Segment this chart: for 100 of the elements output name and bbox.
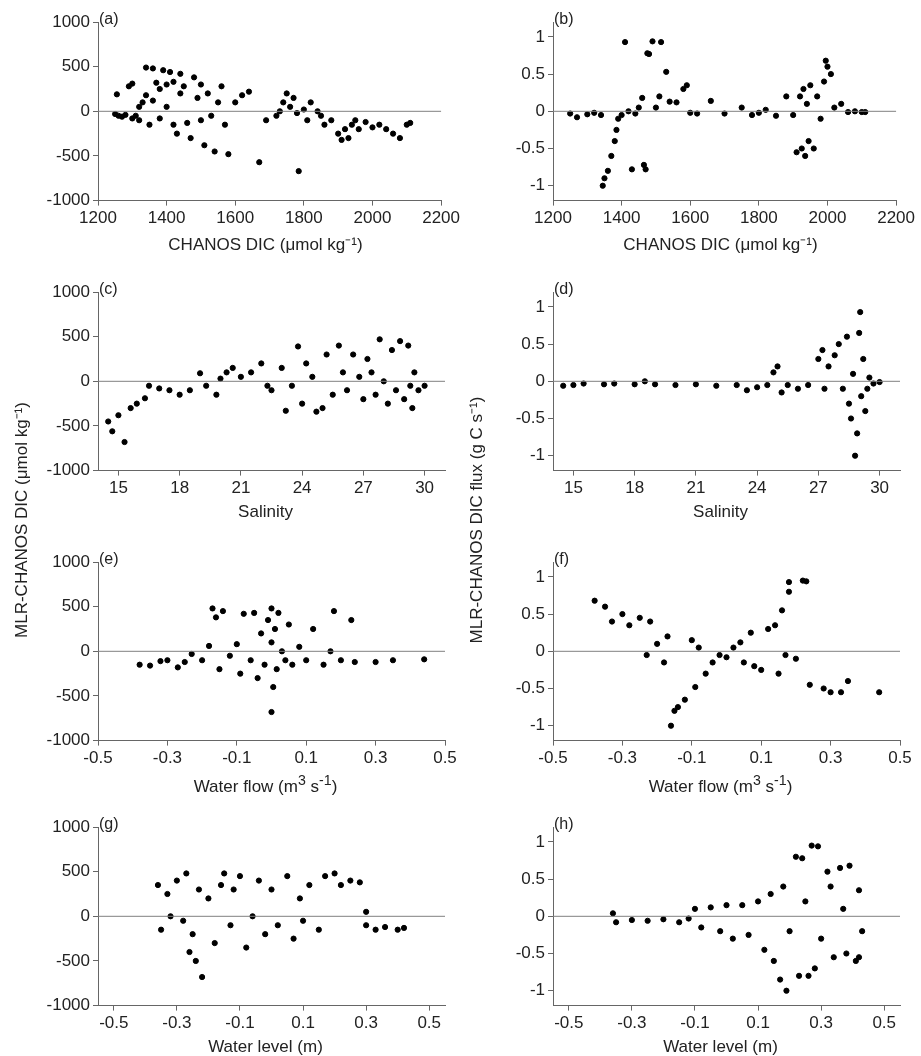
y-tick-label: 1000 <box>52 551 90 571</box>
x-tick-label: 0.1 <box>746 1013 770 1033</box>
y-tick-label: 0 <box>80 905 90 925</box>
x-tick-label: 1600 <box>216 208 255 228</box>
x-tick-label: 15 <box>563 478 583 498</box>
annotation: (h) <box>554 815 574 833</box>
y-tick-label: 0.5 <box>521 603 545 623</box>
x-tick-label: 27 <box>808 478 828 498</box>
x-tick-label: 1800 <box>284 208 323 228</box>
x-tick-label: 27 <box>353 478 373 498</box>
x-axis-title: Water flow (m$^{3}$ s$^{-1}$) <box>192 772 339 797</box>
x-tick-label: 2000 <box>808 208 847 228</box>
x-tick-label: 1800 <box>739 208 778 228</box>
y-tick-label: 1 <box>535 296 545 316</box>
y-tick-label: -0.5 <box>515 943 545 963</box>
x-tick-label: 0.5 <box>888 748 912 768</box>
x-tick-label: 2200 <box>877 208 915 228</box>
x-tick-label: 30 <box>415 478 435 498</box>
y-tick-label: -1 <box>529 445 545 465</box>
y-tick-label: 500 <box>61 326 90 346</box>
annotation: (g) <box>99 815 119 833</box>
y-tick-label: -1 <box>529 715 545 735</box>
x-axis-title: Water level (m) <box>662 1037 779 1056</box>
annotation: (e) <box>99 550 119 568</box>
x-tick-label: -0.3 <box>152 748 183 768</box>
x-tick-label: 1200 <box>534 208 572 228</box>
y-tick-label: 500 <box>61 861 90 881</box>
x-tick-label: 30 <box>870 478 890 498</box>
y-tick-label: 0.5 <box>521 63 545 83</box>
annotation: (b) <box>554 10 574 28</box>
y-tick-label: 0.5 <box>521 333 545 353</box>
y-tick-label: -1000 <box>46 995 90 1015</box>
x-axis-title: Water level (m) <box>207 1037 324 1056</box>
annotation: (a) <box>99 10 119 28</box>
y-tick-label: -1000 <box>46 190 90 210</box>
x-tick-label: -0.5 <box>554 1013 584 1033</box>
x-tick-label: -0.3 <box>162 1013 192 1033</box>
y-tick-label: 0.5 <box>521 868 545 888</box>
y-tick-label: -0.5 <box>515 408 545 428</box>
y-axis-title: MLR-CHANOS DIC (μmol kg⁻¹) <box>10 402 32 638</box>
x-tick-label: 21 <box>231 478 251 498</box>
x-tick-label: 24 <box>292 478 312 498</box>
x-tick-label: -0.5 <box>99 1013 129 1033</box>
x-tick-label: 1400 <box>602 208 641 228</box>
y-axis-title: MLR-CHANOS DIC flux (g C s⁻¹) <box>465 396 487 644</box>
y-tick-label: 0 <box>80 640 90 660</box>
x-tick-label: 0.3 <box>354 1013 378 1033</box>
x-tick-label: -0.3 <box>617 1013 647 1033</box>
y-tick-label: -500 <box>55 415 90 435</box>
x-tick-label: -0.3 <box>607 748 638 768</box>
y-tick-label: -500 <box>55 685 90 705</box>
y-tick-label: 0 <box>535 370 545 390</box>
x-tick-label: -0.1 <box>680 1013 710 1033</box>
y-tick-label: 0 <box>80 370 90 390</box>
annotation: (f) <box>554 550 570 568</box>
y-tick-label: 1000 <box>52 281 90 301</box>
x-tick-label: 0.1 <box>749 748 774 768</box>
y-tick-label: -1000 <box>46 460 90 480</box>
x-tick-label: 2000 <box>353 208 392 228</box>
y-tick-label: 1 <box>535 831 545 851</box>
x-tick-label: 0.3 <box>363 748 388 768</box>
x-tick-label: -0.1 <box>222 748 252 768</box>
x-tick-label: 1400 <box>147 208 186 228</box>
annotation: (d) <box>554 280 574 298</box>
y-tick-label: 1 <box>535 566 545 586</box>
x-tick-label: 0.1 <box>294 748 319 768</box>
x-tick-label: 2200 <box>422 208 460 228</box>
y-tick-label: 0 <box>535 640 545 660</box>
x-tick-label: 21 <box>686 478 706 498</box>
x-axis-title: CHANOS DIC (μmol kg⁻¹) <box>167 234 364 255</box>
y-tick-label: 0 <box>80 100 90 120</box>
x-tick-label: 1200 <box>79 208 117 228</box>
x-tick-label: 0.1 <box>291 1013 315 1033</box>
x-tick-label: 18 <box>170 478 190 498</box>
y-tick-label: 0 <box>535 100 545 120</box>
y-tick-label: 1000 <box>52 816 90 836</box>
y-tick-label: -500 <box>55 145 90 165</box>
x-tick-label: 18 <box>625 478 645 498</box>
y-tick-label: 500 <box>61 596 90 616</box>
y-tick-label: -0.5 <box>515 678 545 698</box>
x-tick-label: 0.5 <box>872 1013 897 1033</box>
x-tick-label: 0.5 <box>417 1013 442 1033</box>
y-tick-label: 1 <box>535 26 545 46</box>
x-tick-label: 24 <box>747 478 767 498</box>
y-tick-label: -0.5 <box>515 138 545 158</box>
x-tick-label: -0.1 <box>677 748 707 768</box>
y-tick-label: 0 <box>535 905 545 925</box>
y-tick-label: -1 <box>529 980 545 1000</box>
x-tick-label: -0.1 <box>225 1013 255 1033</box>
x-axis-title: Salinity <box>693 502 748 521</box>
x-tick-label: 15 <box>108 478 128 498</box>
y-tick-label: -500 <box>55 950 90 970</box>
annotation: (c) <box>99 280 118 298</box>
y-tick-label: 1000 <box>52 11 90 31</box>
x-axis-title: Water flow (m$^{3}$ s$^{-1}$) <box>647 772 794 797</box>
x-tick-label: 0.3 <box>818 748 843 768</box>
y-tick-label: 500 <box>61 56 90 76</box>
x-tick-label: 0.3 <box>809 1013 833 1033</box>
x-tick-label: 0.5 <box>433 748 457 768</box>
y-tick-label: -1 <box>529 175 545 195</box>
